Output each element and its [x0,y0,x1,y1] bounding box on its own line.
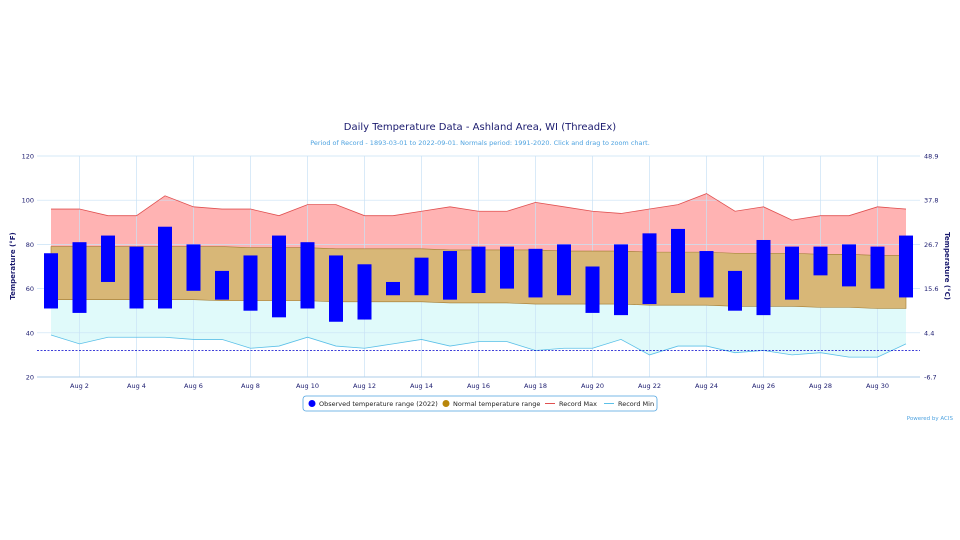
observed-bar[interactable] [899,235,913,298]
y-tick-label-left: 100 [22,197,34,205]
credits-link[interactable]: Powered by ACIS [907,416,954,422]
observed-bar[interactable] [243,255,258,311]
x-tick-label: Aug 14 [410,382,433,390]
legend-record-max-label[interactable]: Record Max [559,400,597,408]
y-tick-label-right: -6.7 [924,374,937,382]
observed-bar[interactable] [329,255,343,322]
legend-normal-label[interactable]: Normal temperature range [453,400,540,408]
x-tick-label: Aug 10 [296,382,319,390]
x-tick-label: Aug 22 [638,382,661,390]
observed-bar[interactable] [557,244,571,296]
observed-bar[interactable] [44,253,58,309]
observed-bar[interactable] [300,242,315,309]
observed-bar[interactable] [471,246,486,294]
observed-bar[interactable] [614,244,628,316]
x-tick-label: Aug 28 [809,382,832,390]
observed-bars[interactable] [44,226,913,322]
x-tick-label: Aug 2 [70,382,89,390]
observed-bar[interactable] [642,233,657,305]
observed-bar[interactable] [272,235,286,318]
observed-bar[interactable] [129,246,144,309]
y-tick-label-left: 20 [26,374,34,382]
legend-observed-label[interactable]: Observed temperature range (2022) [319,400,438,408]
y-tick-label-right: 48.9 [924,153,938,161]
observed-bar[interactable] [500,246,514,289]
y-tick-label-right: 37.8 [924,197,938,205]
chart-title: Daily Temperature Data - Ashland Area, W… [344,122,616,133]
y-axis-title-left: Temperature (°F) [9,232,17,299]
observed-bar[interactable] [813,246,828,276]
y-tick-label-left: 120 [22,153,34,161]
record-lines [37,193,920,358]
legend-normal-marker [442,400,450,407]
observed-bar[interactable] [671,228,685,294]
y-axis-title-right: Temperature (°C) [943,232,951,300]
x-tick-label: Aug 26 [752,382,775,390]
y-tick-label-right: 4.4 [924,329,934,337]
observed-bar[interactable] [386,281,400,296]
observed-bar[interactable] [785,246,799,300]
legend-observed-marker [308,400,316,407]
observed-bar[interactable] [101,235,115,282]
observed-bar[interactable] [72,242,87,313]
x-tick-label: Aug 16 [467,382,490,390]
observed-bar[interactable] [585,266,600,313]
record-max-line [51,193,907,221]
x-tick-label: Aug 8 [241,382,260,390]
x-tick-label: Aug 30 [866,382,889,390]
observed-bar[interactable] [842,244,856,287]
observed-bar[interactable] [215,270,229,300]
observed-bar[interactable] [528,248,543,298]
observed-bar[interactable] [186,244,201,291]
y-tick-label-left: 40 [26,329,34,337]
legend-record-min-label[interactable]: Record Min [618,400,654,408]
observed-bar[interactable] [756,239,771,316]
y-tick-label-left: 80 [26,241,34,249]
observed-bar[interactable] [443,251,457,300]
observed-bar[interactable] [870,246,885,289]
y-axis-left: 20 40 60 80 100 120 [22,153,34,382]
y-tick-label-right: 15.6 [924,285,938,293]
y-tick-label-right: 26.7 [924,241,938,249]
observed-bar[interactable] [728,270,742,311]
observed-bar[interactable] [158,226,172,309]
y-axis-right: -6.7 4.4 15.6 26.7 37.8 48.9 [924,153,938,382]
x-tick-label: Aug 6 [184,382,203,390]
x-tick-label: Aug 24 [695,382,718,390]
x-tick-label: Aug 4 [127,382,146,390]
x-tick-label: Aug 20 [581,382,604,390]
observed-bar[interactable] [357,264,372,320]
y-tick-label-left: 60 [26,285,34,293]
chart-subtitle: Period of Record - 1893-03-01 to 2022-09… [310,139,650,147]
observed-bar[interactable] [414,257,429,296]
legend-box [302,395,658,412]
observed-bar[interactable] [699,251,714,298]
x-axis: Aug 2 Aug 4 Aug 6 Aug 8 Aug 10 Aug 12 Aug 14 Au… [70,382,889,390]
x-tick-label: Aug 12 [353,382,376,390]
legend[interactable]: Observed temperature range (2022) Normal… [302,395,658,412]
x-tick-label: Aug 18 [524,382,547,390]
